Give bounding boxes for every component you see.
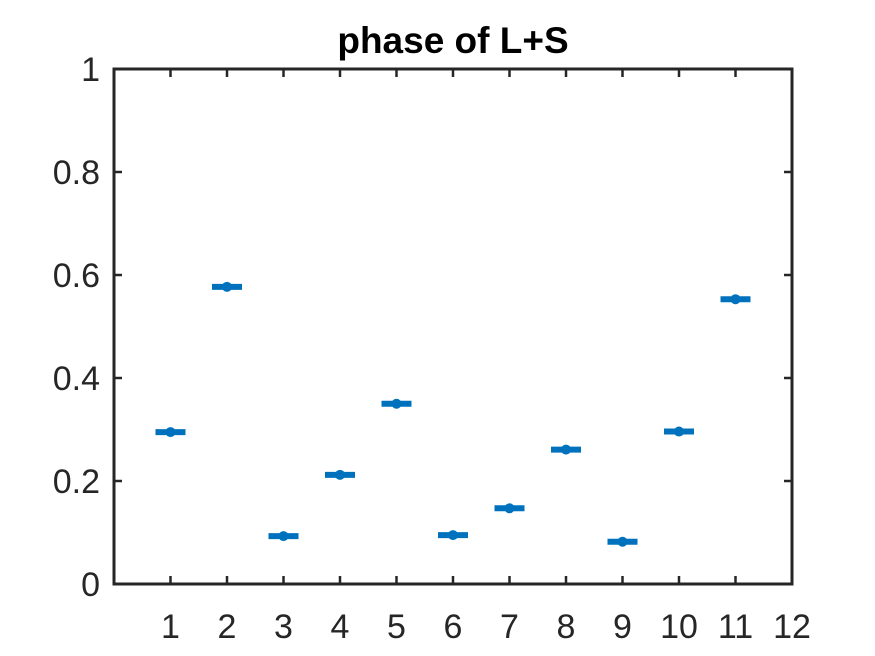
data-point [448,530,458,541]
data-point [165,427,176,438]
x-tick-label: 9 [613,608,632,646]
x-tick-label: 7 [500,608,519,646]
data-marks [155,281,751,547]
x-tick-label: 5 [387,608,406,646]
plot-background [114,69,792,584]
data-point [504,503,515,514]
x-tick-label: 4 [331,608,350,646]
x-tick-label: 1 [161,608,180,646]
data-point [278,531,289,542]
chart-title: phase of L+S [337,20,568,61]
y-tick-label: 1 [81,51,100,89]
y-tick-label: 0.8 [53,154,100,192]
y-tick-label: 0.4 [53,360,100,398]
x-tick-label: 11 [718,608,753,646]
data-point [391,398,402,409]
x-tick-label: 3 [274,608,293,646]
plot-frame [112,67,794,586]
y-tick-label: 0 [81,566,100,604]
x-tick-labels: 1 2 3 4 5 6 7 8 9 10 11 12 [161,608,811,646]
data-point [617,536,628,547]
y-tick-labels: 0 0.2 0.4 0.6 0.8 1 [53,51,100,604]
data-point [335,469,345,480]
data-point [561,444,571,455]
y-tick-label: 0.2 [53,463,100,501]
x-tick-label: 12 [773,608,811,646]
data-point [674,426,684,437]
x-tick-label: 8 [557,608,576,646]
x-tick-label: 2 [218,608,237,646]
x-tick-label: 6 [444,608,463,646]
x-tick-label: 10 [660,608,698,646]
data-point [222,281,232,292]
y-tick-label: 0.6 [53,257,100,295]
data-point [730,294,741,305]
